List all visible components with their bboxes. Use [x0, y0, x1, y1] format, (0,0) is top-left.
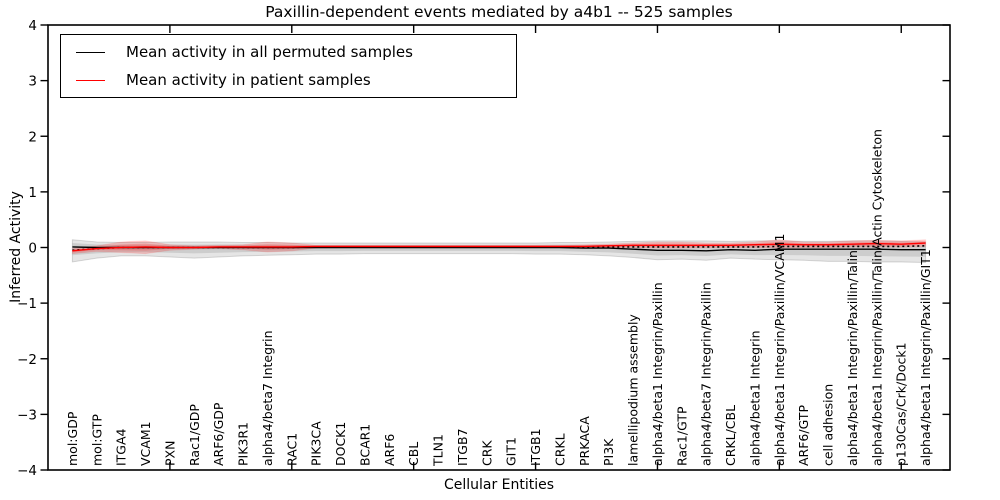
x-category-label: alpha4/beta1 Integrin/Paxillin/GIT1 — [918, 249, 933, 466]
x-category-label: BCAR1 — [357, 424, 372, 466]
y-tick-label: 2 — [28, 129, 37, 145]
legend: Mean activity in all permuted samples Me… — [60, 34, 517, 98]
x-category-label: alpha4/beta1 Integrin/Paxillin — [650, 282, 665, 466]
x-category-label: cell adhesion — [821, 384, 836, 466]
y-tick-label: 4 — [28, 18, 37, 34]
x-category-label: alpha4/beta1 Integrin — [747, 330, 762, 466]
x-category-label: PXN — [162, 441, 177, 466]
x-category-label: alpha4/beta1 Integrin/Paxillin/VCAM1 — [772, 234, 787, 466]
y-tick-label: 0 — [28, 241, 37, 257]
x-category-label: PRKACA — [577, 416, 592, 466]
x-category-label: ARF6/GTP — [796, 405, 811, 466]
x-category-label: PI3K — [601, 438, 616, 466]
x-axis-label: Cellular Entities — [443, 477, 555, 493]
y-tick-label: −3 — [17, 407, 37, 423]
legend-item-patient: Mean activity in patient samples — [61, 66, 516, 94]
x-category-label: ITGB1 — [528, 428, 543, 466]
x-category-label: CBL — [406, 442, 421, 466]
legend-label-patient: Mean activity in patient samples — [126, 71, 371, 89]
x-category-label: Rac1/GDP — [187, 404, 202, 466]
x-category-label: TLN1 — [431, 434, 446, 467]
x-category-label: alpha4/beta1 Integrin/Paxillin/Talin — [845, 250, 860, 466]
x-category-label: mol:GTP — [89, 414, 104, 466]
x-category-label: PIK3R1 — [236, 422, 251, 466]
x-category-label: lamellipodium assembly — [626, 314, 641, 466]
y-tick-label: 3 — [28, 74, 37, 90]
y-tick-label: 1 — [28, 185, 37, 201]
x-category-label: DOCK1 — [333, 422, 348, 466]
x-category-label: alpha4/beta7 Integrin — [260, 330, 275, 466]
legend-label-permuted: Mean activity in all permuted samples — [126, 43, 413, 61]
patient-mean-line — [72, 242, 926, 252]
chart-title: Paxillin-dependent events mediated by a4… — [265, 3, 733, 21]
x-category-label: CRK — [479, 440, 494, 466]
legend-line-red-icon — [76, 79, 105, 81]
x-category-label: Rac1/GTP — [674, 406, 689, 466]
y-tick-label: −1 — [17, 296, 37, 312]
x-category-label: PIK3CA — [309, 421, 324, 466]
x-category-label: ARF6/GDP — [211, 402, 226, 466]
x-category-label: ARF6 — [382, 434, 397, 466]
x-category-label: ITGB7 — [455, 428, 470, 466]
x-category-label: p130Cas/Crk/Dock1 — [894, 342, 909, 466]
x-category-label: RAC1 — [284, 433, 299, 466]
x-category-label: GIT1 — [504, 437, 519, 466]
legend-item-permuted: Mean activity in all permuted samples — [61, 38, 516, 66]
x-category-label: VCAM1 — [138, 421, 153, 466]
x-category-label: alpha4/beta7 Integrin/Paxillin — [699, 282, 714, 466]
legend-line-black-icon — [76, 51, 105, 53]
x-category-label: CRKL/CBL — [723, 405, 738, 466]
x-category-label: ITGA4 — [114, 428, 129, 466]
x-category-label: CRKL — [552, 433, 567, 466]
y-tick-label: −4 — [17, 463, 37, 479]
x-category-label: mol:GDP — [65, 411, 80, 466]
y-tick-label: −2 — [17, 352, 37, 368]
x-category-label: alpha4/beta1 Integrin/Paxillin/Talin/Act… — [869, 129, 884, 466]
